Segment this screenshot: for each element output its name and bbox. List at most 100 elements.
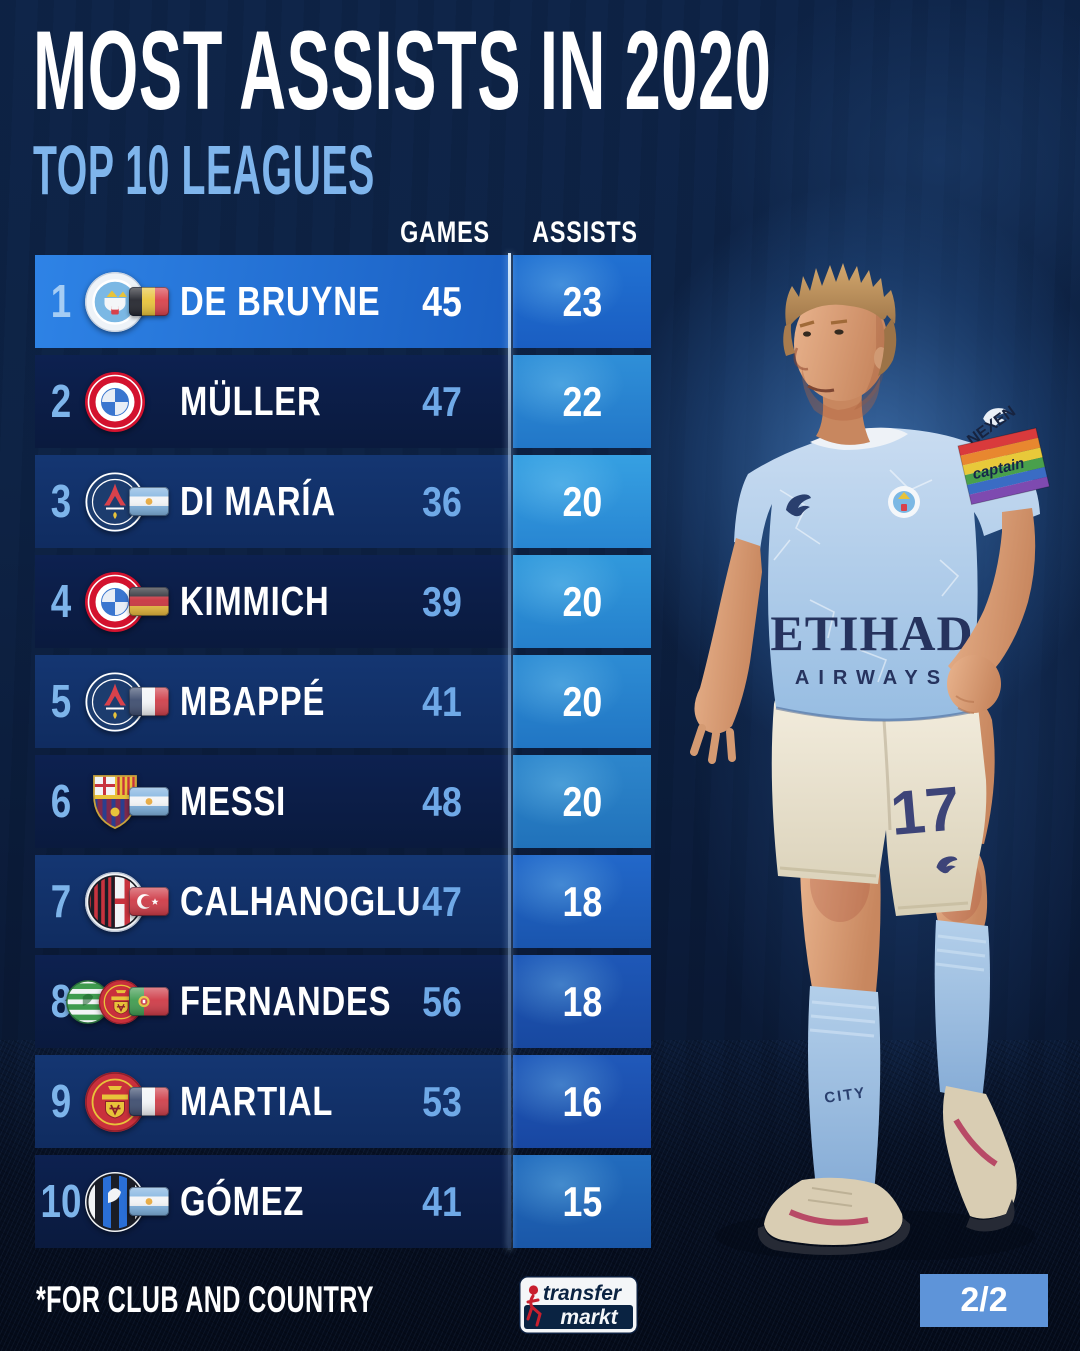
assists-value: 20 <box>562 778 602 825</box>
shorts-number: 17 <box>888 774 963 849</box>
player-shorts: 17 <box>771 690 987 916</box>
assists-column-header: ASSISTS <box>532 216 638 249</box>
player-name: FERNANDES <box>180 978 392 1024</box>
assists-cell: 20 <box>513 755 651 848</box>
assists-cell: 23 <box>513 255 651 348</box>
table-row: 8 FERNANDES 56 18 <box>35 955 651 1048</box>
games-value: 48 <box>422 778 462 825</box>
table-row: 5 MBAPPÉ 41 20 <box>35 655 651 748</box>
player-name: CALHANOGLU <box>180 878 422 924</box>
flag-argentina-icon <box>129 787 169 816</box>
club-badge-slot <box>83 855 147 948</box>
assists-value: 20 <box>562 478 602 525</box>
table-row: 6 MESSI 48 20 <box>35 755 651 848</box>
table-row: 7 CALHANOGLU 47 18 <box>35 855 651 948</box>
assists-value: 22 <box>562 378 602 425</box>
nation-flag-slot <box>129 955 173 1048</box>
assists-cell: 20 <box>513 455 651 548</box>
assists-cell: 18 <box>513 955 651 1048</box>
assists-cell: 16 <box>513 1055 651 1148</box>
flag-france-icon <box>129 1087 169 1116</box>
club-badge-bayern-munich-icon <box>85 371 145 432</box>
table-row: 1 DE BRUYNE 45 23 <box>35 255 651 348</box>
player-right-arm <box>690 538 762 764</box>
puma-logo-shoulder-icon <box>983 408 1008 427</box>
captain-armband: captain <box>957 427 1051 506</box>
flag-germany-icon <box>129 587 169 616</box>
transfermarkt-logo: transfer markt <box>519 1276 638 1334</box>
club-badge-slot <box>83 355 147 448</box>
assists-column-divider <box>508 253 511 1250</box>
player-name: MARTIAL <box>180 1078 334 1124</box>
player-name: DI MARÍA <box>180 478 336 524</box>
player-name: MESSI <box>180 778 287 824</box>
flag-argentina-icon <box>129 487 169 516</box>
page-title: MOST ASSISTS IN 2020 <box>33 8 772 133</box>
assists-value: 15 <box>562 1178 602 1225</box>
flag-belgium-icon <box>129 287 169 316</box>
shirt-sponsor-text: ETIHAD <box>770 605 973 661</box>
club-badge-manchester-city-icon <box>85 271 145 332</box>
games-value: 45 <box>422 278 462 325</box>
rank-value: 5 <box>50 675 72 727</box>
rank-value: 1 <box>50 275 72 327</box>
logo-player-figure-icon <box>526 1285 542 1327</box>
nation-flag-slot <box>129 1155 173 1248</box>
rank-value: 3 <box>50 475 72 527</box>
games-value: 47 <box>422 878 462 925</box>
rank-value: 6 <box>50 775 72 827</box>
games-column-header: GAMES <box>400 216 490 249</box>
club-crest-on-shirt-icon <box>888 486 920 518</box>
flag-turkey-icon <box>129 887 169 916</box>
club-badge-slot <box>83 555 147 648</box>
player-name: DE BRUYNE <box>180 278 381 324</box>
games-value: 41 <box>422 678 462 725</box>
nation-flag-slot <box>129 855 173 948</box>
club-badge-manchester-united-icon <box>85 1071 145 1132</box>
assists-value: 18 <box>562 978 602 1025</box>
assists-cell: 20 <box>513 555 651 648</box>
nation-flag-slot <box>129 1055 173 1148</box>
assists-value: 16 <box>562 1078 602 1125</box>
player-name: MÜLLER <box>180 378 322 424</box>
puma-logo-shorts-icon <box>936 856 958 874</box>
footnote: *FOR CLUB AND COUNTRY <box>36 1279 374 1320</box>
rank-value: 10 <box>40 1175 82 1227</box>
games-value: 47 <box>422 378 462 425</box>
player-hair <box>785 263 896 330</box>
logo-text-bottom: markt <box>560 1306 618 1329</box>
rank-value: 4 <box>50 575 72 627</box>
games-value: 41 <box>422 1178 462 1225</box>
player-name: KIMMICH <box>180 578 330 624</box>
assists-cell: 15 <box>513 1155 651 1248</box>
rank-value: 9 <box>50 1075 72 1127</box>
table-row: 3 DI MARÍA 36 20 <box>35 455 651 548</box>
sock-text: CITY <box>823 1084 867 1107</box>
player-name: MBAPPÉ <box>180 678 326 724</box>
shirt-sponsor-subtext: AIRWAYS <box>795 667 949 689</box>
club-badge-slot <box>83 1055 147 1148</box>
flag-france-icon <box>129 687 169 716</box>
player-left-arm <box>947 508 1036 714</box>
nation-flag-slot <box>129 255 173 348</box>
rank-value: 2 <box>50 375 72 427</box>
table-row: 4 KIMMICH 39 20 <box>35 555 651 648</box>
assists-cell: 18 <box>513 855 651 948</box>
page-indicator-badge: 2/2 <box>920 1274 1048 1327</box>
puma-logo-chest-icon <box>786 494 811 517</box>
assists-value: 20 <box>562 678 602 725</box>
page-subtitle: TOP 10 LEAGUES <box>33 131 375 209</box>
rank-value: 8 <box>50 975 72 1027</box>
assists-value: 23 <box>562 278 602 325</box>
nation-flag-slot <box>129 655 173 748</box>
player-photo: CITY 17 <box>690 263 1051 1260</box>
nation-flag-slot <box>129 555 173 648</box>
nation-flag-slot <box>129 455 173 548</box>
club-badge-bayern-munich-icon <box>85 571 145 632</box>
table-row: 10 GÓMEZ 41 15 <box>35 1155 651 1248</box>
club-badge-ac-milan-icon <box>85 871 145 932</box>
games-value: 39 <box>422 578 462 625</box>
assists-cell: 22 <box>513 355 651 448</box>
games-value: 56 <box>422 978 462 1025</box>
